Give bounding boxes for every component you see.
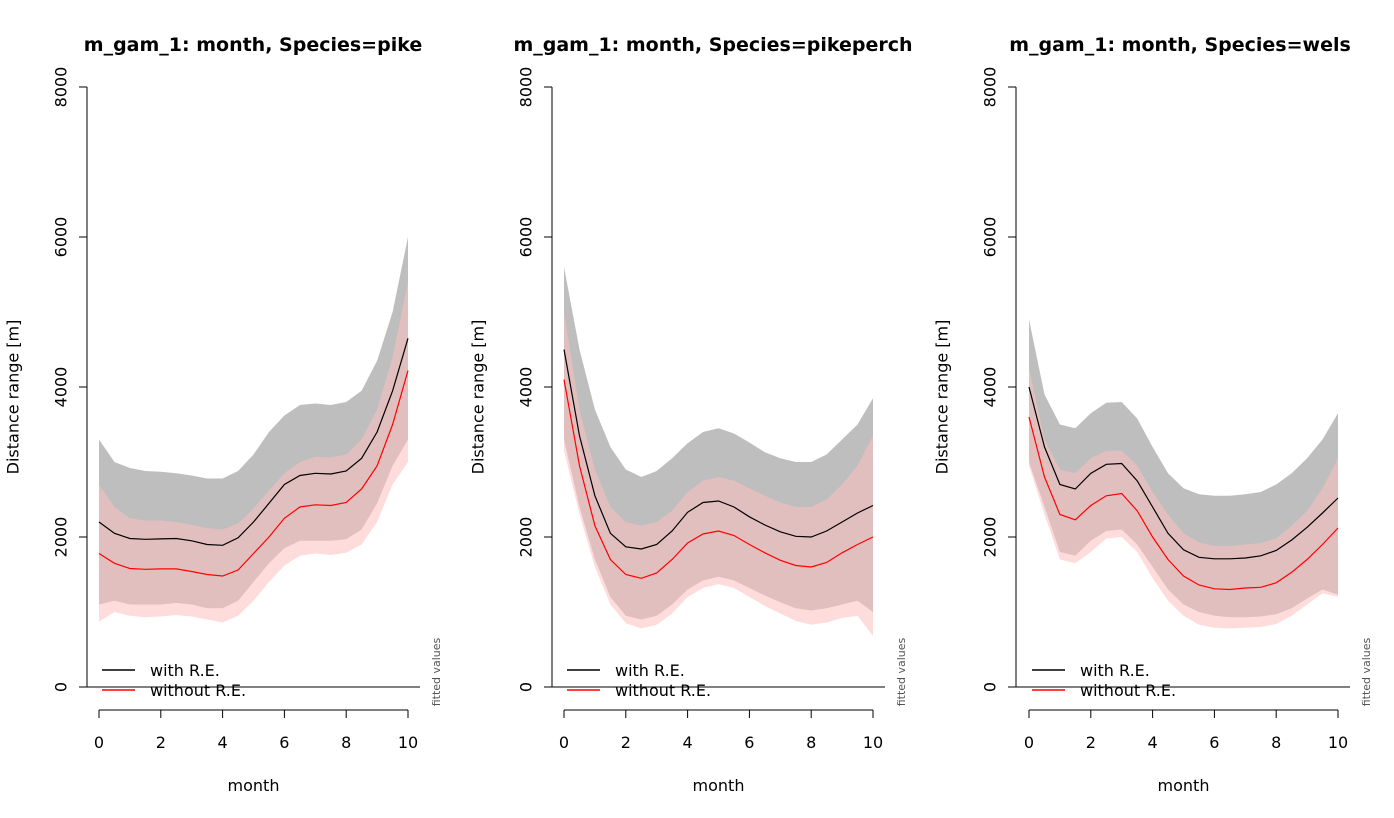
confidence-band-without-re	[99, 282, 408, 623]
legend-entry: with R.E.	[150, 661, 220, 680]
confidence-band-without-re	[1029, 368, 1338, 629]
x-tick-label: 2	[621, 733, 631, 752]
y-tick-label: 2000	[517, 517, 536, 558]
chart-title: m_gam_1: month, Species=pike	[84, 34, 422, 56]
y-axis-label: Distance range [m]	[933, 320, 952, 475]
x-axis-label: month	[693, 776, 745, 795]
series-line-without-re	[1028, 416, 1339, 591]
x-tick-label: 4	[683, 733, 693, 752]
y-tick-label: 0	[517, 682, 536, 692]
x-tick-label: 4	[218, 733, 228, 752]
series-line-without-re	[98, 370, 409, 577]
series-line-without-re	[563, 379, 874, 579]
x-tick-label: 10	[863, 733, 883, 752]
x-tick-label: 0	[94, 733, 104, 752]
x-tick-label: 2	[156, 733, 166, 752]
legend-entry: without R.E.	[615, 681, 711, 700]
x-tick-label: 10	[1328, 733, 1348, 752]
y-axis-label: Distance range [m]	[4, 320, 23, 475]
side-label: fitted values	[430, 637, 443, 706]
y-tick-label: 6000	[52, 217, 71, 258]
x-tick-label: 10	[398, 733, 418, 752]
x-tick-label: 6	[279, 733, 289, 752]
chart-title: m_gam_1: month, Species=pikeperch	[513, 34, 912, 56]
legend-entry: without R.E.	[1080, 681, 1176, 700]
y-tick-label: 4000	[981, 367, 1000, 408]
confidence-band-without-re	[564, 312, 873, 636]
y-tick-label: 4000	[52, 367, 71, 408]
x-tick-label: 6	[1209, 733, 1219, 752]
chart-panel-2: 0 2000 4000 6000 8000 0 2 4 6 8 10 m_gam_1: month, …	[469, 34, 913, 795]
x-tick-label: 0	[559, 733, 569, 752]
legend-entry: with R.E.	[615, 661, 685, 680]
chart-panel-1: 0 2000 4000 6000 8000 0 2 4 6 8 10 m_gam_1: month, …	[4, 34, 444, 795]
x-tick-label: 0	[1024, 733, 1034, 752]
side-label: fitted values	[1360, 637, 1373, 706]
y-tick-label: 2000	[52, 517, 71, 558]
series-line-with-re	[1028, 386, 1339, 560]
x-tick-label: 4	[1148, 733, 1158, 752]
y-tick-label: 6000	[981, 217, 1000, 258]
x-tick-label: 8	[341, 733, 351, 752]
x-axis-label: month	[1158, 776, 1210, 795]
series-line-with-re	[98, 338, 409, 546]
x-axis-label: month	[228, 776, 280, 795]
series-line-with-re	[563, 349, 874, 550]
x-tick-label: 2	[1086, 733, 1096, 752]
legend-entry: without R.E.	[150, 681, 246, 700]
x-tick-label: 8	[1271, 733, 1281, 752]
confidence-band-with-re	[1029, 319, 1338, 618]
y-tick-label: 8000	[517, 67, 536, 108]
y-axis-label: Distance range [m]	[469, 320, 488, 475]
y-tick-label: 2000	[981, 517, 1000, 558]
chart-panel-3: 0 2000 4000 6000 8000 0 2 4 6 8 10 m_gam_1: month, …	[933, 34, 1374, 795]
y-tick-label: 0	[981, 682, 1000, 692]
y-tick-label: 8000	[52, 67, 71, 108]
y-tick-label: 6000	[517, 217, 536, 258]
y-tick-label: 4000	[517, 367, 536, 408]
x-tick-label: 8	[806, 733, 816, 752]
x-tick-label: 6	[744, 733, 754, 752]
side-label: fitted values	[895, 637, 908, 706]
chart-title: m_gam_1: month, Species=wels	[1009, 34, 1351, 56]
y-tick-label: 0	[52, 682, 71, 692]
legend-entry: with R.E.	[1080, 661, 1150, 680]
y-tick-label: 8000	[981, 67, 1000, 108]
